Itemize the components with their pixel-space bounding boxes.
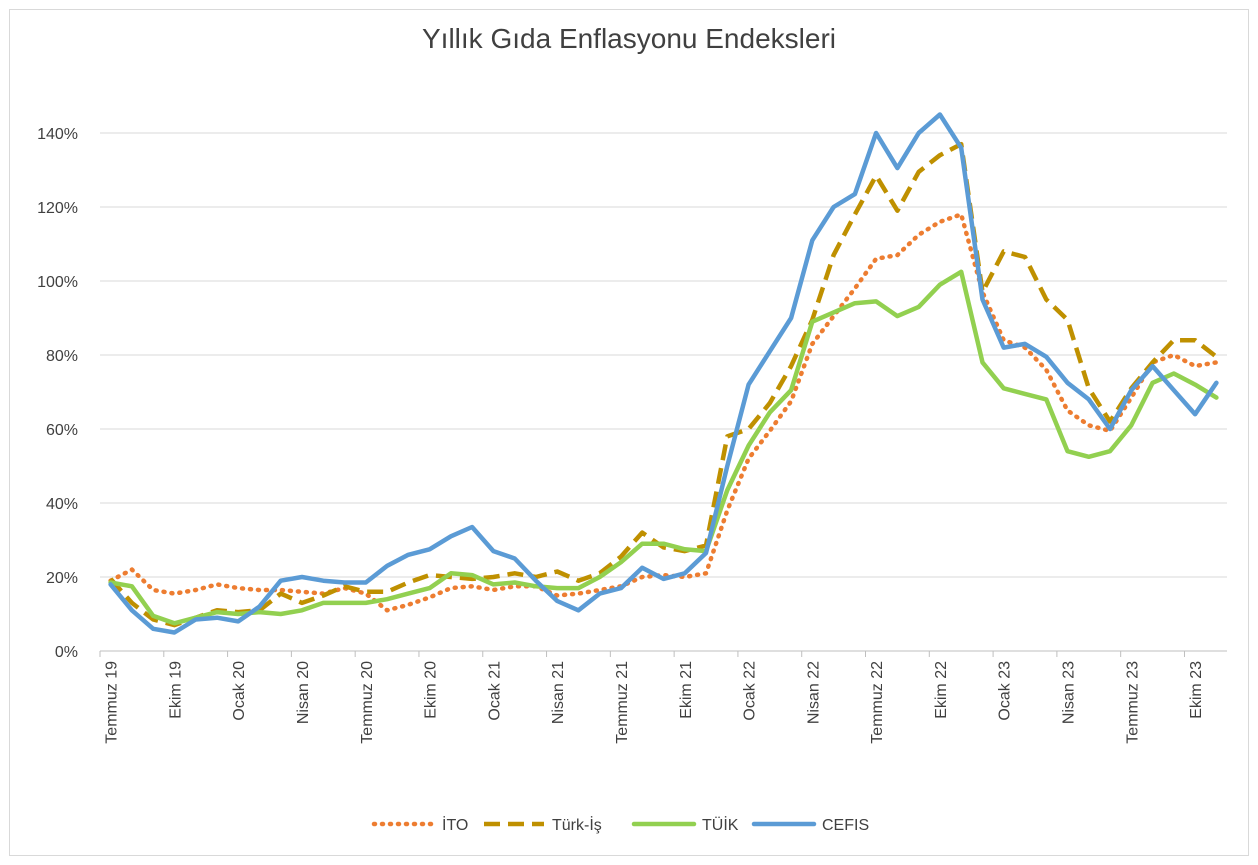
series-line bbox=[108, 141, 1218, 628]
x-tick-label: Temmuz 20 bbox=[359, 661, 376, 744]
x-tick-label: Ekim 21 bbox=[678, 661, 695, 719]
x-tick-label: Ekim 22 bbox=[933, 661, 950, 719]
x-tick-label: Nisan 21 bbox=[550, 661, 567, 724]
x-tick-label: Ocak 23 bbox=[997, 661, 1014, 721]
y-tick-label: 60% bbox=[46, 422, 78, 439]
y-tick-label: 80% bbox=[46, 348, 78, 365]
x-tick-label: Temmuz 19 bbox=[104, 661, 121, 744]
x-tick-label: Temmuz 23 bbox=[1124, 661, 1141, 744]
x-tick-label: Ekim 19 bbox=[167, 661, 184, 719]
legend-label: İTO bbox=[442, 815, 468, 834]
x-tick-label: Temmuz 21 bbox=[614, 661, 631, 744]
series-line bbox=[108, 212, 1219, 613]
series-line bbox=[108, 112, 1219, 635]
chart-frame bbox=[9, 9, 1249, 856]
chart-title: Yıllık Gıda Enflasyonu Endeksleri bbox=[422, 23, 836, 54]
y-tick-label: 100% bbox=[37, 274, 78, 291]
y-tick-label: 140% bbox=[37, 126, 78, 143]
legend-label: TÜİK bbox=[702, 815, 739, 834]
x-tick-label: Nisan 22 bbox=[805, 661, 822, 724]
y-tick-label: 0% bbox=[55, 644, 78, 661]
x-tick-label: Ekim 23 bbox=[1188, 661, 1205, 719]
y-tick-label: 120% bbox=[37, 200, 78, 217]
series-line bbox=[108, 269, 1219, 626]
x-tick-label: Ekim 20 bbox=[423, 661, 440, 719]
y-tick-label: 40% bbox=[46, 496, 78, 513]
x-tick-label: Ocak 21 bbox=[486, 661, 503, 721]
x-tick-label: Nisan 20 bbox=[295, 661, 312, 724]
x-tick-label: Nisan 23 bbox=[1061, 661, 1078, 724]
x-tick-label: Ocak 22 bbox=[742, 661, 759, 721]
x-tick-label: Ocak 20 bbox=[231, 661, 248, 721]
legend-label: CEFIS bbox=[822, 817, 869, 834]
x-tick-label: Temmuz 22 bbox=[869, 661, 886, 744]
legend-label: Türk-İş bbox=[552, 815, 602, 834]
y-tick-label: 20% bbox=[46, 570, 78, 587]
